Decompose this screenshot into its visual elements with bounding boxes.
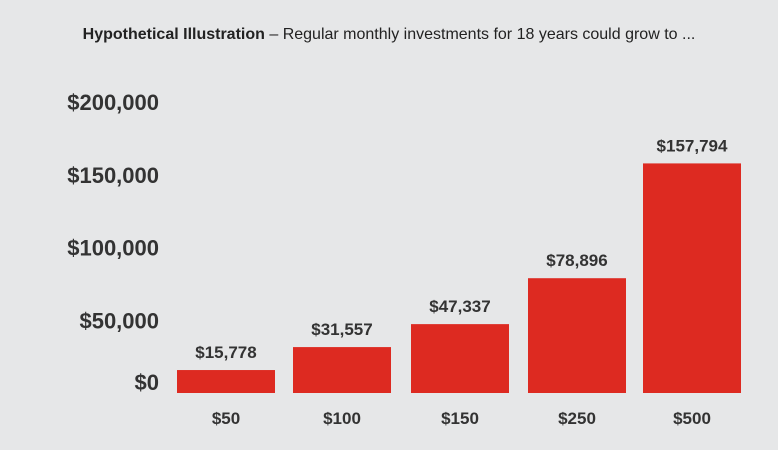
bar	[528, 278, 626, 393]
bar	[177, 370, 275, 393]
chart-title: Hypothetical Illustration – Regular mont…	[0, 26, 778, 44]
data-label: $15,778	[195, 343, 256, 362]
x-tick-label: $500	[673, 409, 711, 428]
data-label: $31,557	[311, 320, 372, 339]
x-tick-label: $100	[323, 409, 361, 428]
x-tick-label: $150	[441, 409, 479, 428]
bar	[643, 163, 741, 393]
y-tick-label: $0	[135, 370, 159, 395]
bar	[293, 347, 391, 393]
bar	[411, 324, 509, 393]
y-tick-label: $50,000	[79, 308, 159, 333]
chart-title-bold: Hypothetical Illustration	[82, 26, 265, 43]
data-label: $157,794	[657, 136, 728, 155]
data-label: $78,896	[546, 251, 607, 270]
bars: $15,778 $31,557 $47,337 $78,896 $157,794	[177, 136, 741, 393]
y-tick-label: $100,000	[67, 236, 159, 261]
y-tick-label: $150,000	[67, 163, 159, 188]
x-axis: $50 $100 $150 $250 $500	[212, 409, 711, 428]
x-tick-label: $50	[212, 409, 240, 428]
chart-title-rest: – Regular monthly investments for 18 yea…	[264, 26, 696, 43]
x-tick-label: $250	[558, 409, 596, 428]
y-axis: $0 $50,000 $100,000 $150,000 $200,000	[67, 90, 159, 395]
data-label: $47,337	[429, 297, 490, 316]
y-tick-label: $200,000	[67, 90, 159, 115]
